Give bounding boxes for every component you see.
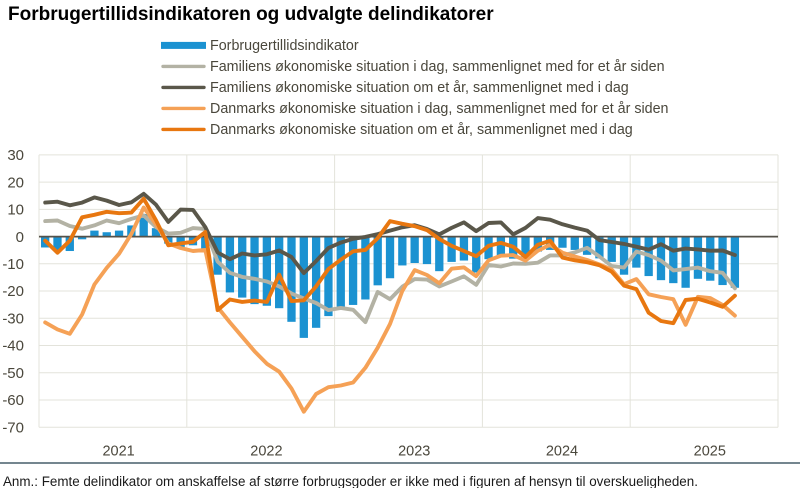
svg-text:2021: 2021 [102, 444, 134, 460]
svg-text:10: 10 [7, 202, 24, 219]
svg-text:-40: -40 [2, 338, 24, 355]
svg-text:-30: -30 [2, 311, 24, 328]
svg-text:Danmarks økonomiske situation: Danmarks økonomiske situation om et år, … [210, 122, 633, 138]
svg-text:2023: 2023 [398, 444, 430, 460]
svg-text:-10: -10 [2, 256, 24, 273]
svg-text:2022: 2022 [250, 444, 282, 460]
svg-text:2025: 2025 [694, 444, 726, 460]
svg-text:Familiens økonomiske situation: Familiens økonomiske situation i dag, sa… [210, 59, 665, 75]
svg-text:-60: -60 [2, 392, 24, 409]
svg-text:Danmarks økonomiske situation: Danmarks økonomiske situation i dag, sam… [210, 101, 669, 117]
svg-text:0: 0 [16, 229, 24, 246]
svg-text:Forbrugertillidsindikator: Forbrugertillidsindikator [210, 38, 359, 54]
svg-text:-70: -70 [2, 419, 24, 436]
svg-text:-20: -20 [2, 283, 24, 300]
svg-text:30: 30 [7, 147, 24, 164]
svg-text:-50: -50 [2, 365, 24, 382]
svg-text:2024: 2024 [546, 444, 578, 460]
svg-text:Familiens økonomiske situation: Familiens økonomiske situation om et år,… [210, 80, 629, 96]
svg-text:20: 20 [7, 174, 24, 191]
